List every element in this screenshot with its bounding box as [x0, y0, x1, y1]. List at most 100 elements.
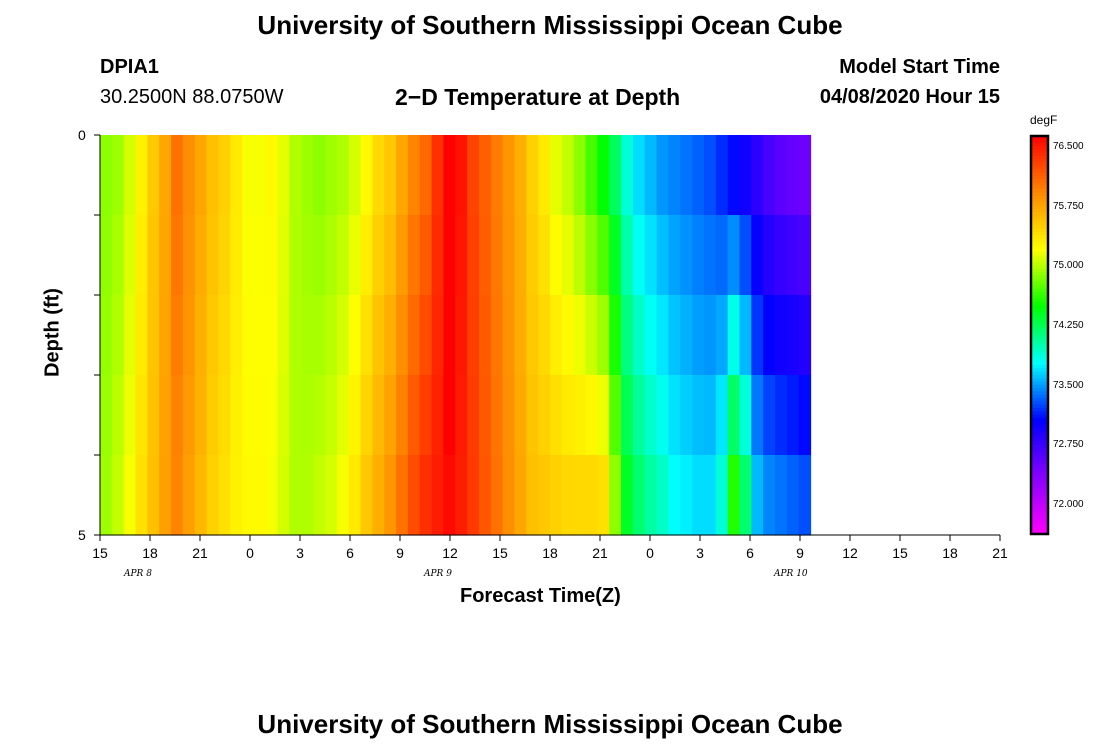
heatmap-cell — [348, 135, 362, 216]
heatmap-cell — [431, 375, 445, 456]
heatmap-cell — [253, 455, 267, 536]
colorbar-segment — [1031, 315, 1048, 320]
colorbar-segment — [1031, 467, 1048, 472]
colorbar-segment — [1031, 384, 1048, 389]
heatmap-cell — [455, 455, 468, 536]
x-tick-label: 18 — [542, 545, 558, 561]
heatmap-cell — [396, 375, 409, 456]
heatmap-cell — [360, 215, 373, 296]
heatmap-cell — [218, 375, 231, 456]
heatmap-cell — [502, 375, 516, 456]
heatmap-cell — [230, 295, 243, 376]
colorbar-segment — [1031, 255, 1048, 260]
heatmap-cell — [561, 215, 575, 296]
heatmap-cell — [123, 215, 137, 296]
heatmap-cell — [609, 455, 622, 536]
chart-title: University of Southern Mississippi Ocean… — [257, 10, 843, 40]
heatmap-cell — [372, 215, 385, 296]
heatmap-cell — [455, 135, 468, 216]
heatmap-cell — [194, 375, 208, 456]
heatmap-cell — [656, 295, 670, 376]
heatmap-cell — [727, 455, 741, 536]
colorbar-segment — [1031, 235, 1048, 240]
heatmap-cell — [171, 215, 184, 296]
heatmap-cell — [692, 215, 705, 296]
heatmap-cell — [289, 135, 302, 216]
heatmap-cell — [502, 455, 516, 536]
colorbar-segment — [1031, 182, 1048, 187]
heatmap-cell — [242, 295, 255, 376]
colorbar-segment — [1031, 464, 1048, 469]
colorbar-segment — [1031, 524, 1048, 528]
heatmap-cell — [763, 455, 776, 536]
colorbar-segment — [1031, 514, 1048, 519]
heatmap-cell — [632, 215, 646, 296]
heatmap-cell — [100, 215, 113, 296]
heatmap-cell — [253, 135, 267, 216]
colorbar-segment — [1031, 361, 1048, 366]
heatmap-cell — [573, 455, 587, 536]
heatmap-cell — [135, 455, 148, 536]
colorbar-segment — [1031, 136, 1048, 140]
heatmap-cell — [194, 455, 208, 536]
colorbar-segment — [1031, 507, 1048, 512]
heatmap-cell — [301, 375, 314, 456]
colorbar-segment — [1031, 145, 1048, 150]
heatmap-cell — [431, 455, 445, 536]
heatmap-cell — [668, 215, 681, 296]
heatmap-cell — [443, 295, 456, 376]
heatmap-cell — [490, 295, 504, 376]
heatmap-cell — [182, 295, 196, 376]
colorbar-segment — [1031, 424, 1048, 429]
colorbar-segment — [1031, 281, 1048, 286]
heatmap-cell — [786, 135, 800, 216]
colorbar-segment — [1031, 454, 1048, 459]
heatmap-cell — [526, 295, 539, 376]
heatmap-cell — [372, 455, 385, 536]
colorbar-segment — [1031, 401, 1048, 406]
x-tick-label: 21 — [992, 545, 1008, 561]
heatmap-cell — [242, 455, 255, 536]
colorbar-segment — [1031, 149, 1048, 154]
heatmap-cell — [384, 215, 397, 296]
x-tick-label: 6 — [346, 545, 354, 561]
heatmap-cell — [206, 135, 220, 216]
heatmap-cell — [538, 135, 551, 216]
model-start-label: Model Start Time — [839, 56, 1000, 78]
heatmap-cell — [407, 135, 421, 216]
heatmap-cell — [668, 455, 681, 536]
heatmap-cell — [431, 295, 445, 376]
heatmap-cell — [526, 135, 539, 216]
colorbar-tick-label: 75.000 — [1053, 260, 1084, 272]
colorbar-segment — [1031, 298, 1048, 303]
colorbar-segment — [1031, 391, 1048, 396]
heatmap-cell — [419, 295, 433, 376]
heatmap-cell — [384, 295, 397, 376]
heatmap-cell — [360, 455, 373, 536]
colorbar-segment — [1031, 222, 1048, 227]
heatmap-cell — [573, 295, 587, 376]
colorbar-segment — [1031, 139, 1048, 144]
colorbar-segment — [1031, 500, 1048, 505]
heatmap-cell — [336, 215, 350, 296]
heatmap-cell — [194, 135, 208, 216]
heatmap-cell — [289, 215, 302, 296]
heatmap-cell — [609, 295, 622, 376]
colorbar-segment — [1031, 364, 1048, 369]
colorbar-segment — [1031, 348, 1048, 353]
colorbar-segment — [1031, 378, 1048, 383]
colorbar-segment — [1031, 305, 1048, 310]
colorbar-segment — [1031, 205, 1048, 210]
heatmap-cell — [692, 455, 705, 536]
heatmap-cell — [336, 455, 350, 536]
heatmap-cell — [159, 455, 172, 536]
heatmap-cell — [632, 375, 646, 456]
heatmap-cell — [182, 455, 196, 536]
colorbar-segment — [1031, 165, 1048, 170]
heatmap-cell — [656, 215, 670, 296]
heatmap-cell — [715, 375, 729, 456]
heatmap-cell — [407, 295, 421, 376]
heatmap-cell — [703, 375, 717, 456]
heatmap-cell — [372, 295, 385, 376]
heatmap-cell — [727, 375, 741, 456]
